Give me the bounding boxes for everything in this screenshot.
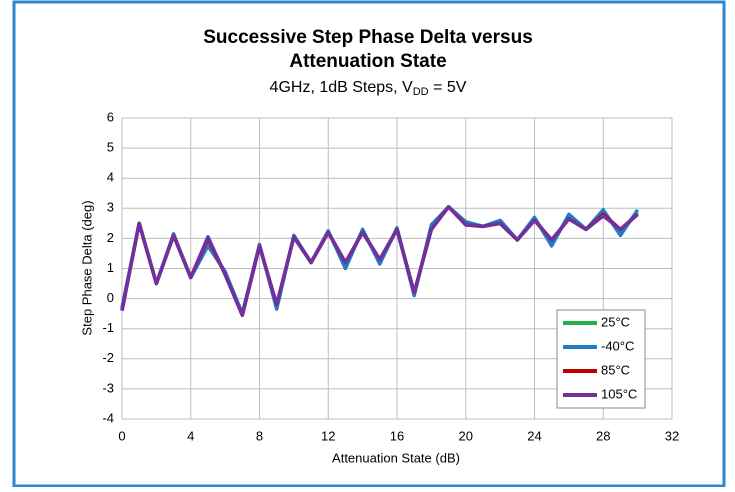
x-tick-label: 28: [596, 428, 610, 443]
legend-label: 85°C: [601, 362, 630, 377]
legend-label: 105°C: [601, 386, 637, 401]
y-tick-label: 6: [107, 109, 114, 124]
legend-label: -40°C: [601, 338, 634, 353]
series-line: [120, 205, 639, 317]
series-line: [120, 205, 640, 316]
x-tick-label: 24: [527, 428, 541, 443]
x-tick-label: 20: [459, 428, 473, 443]
y-tick-label: 4: [107, 170, 114, 185]
legend-box: [556, 309, 646, 409]
y-tick-label: -2: [102, 350, 114, 365]
y-tick-label: 3: [107, 200, 114, 215]
x-axis-label: Attenuation State (dB): [332, 450, 460, 465]
x-tick-label: 8: [256, 428, 263, 443]
subtitle-part: = 5V: [429, 79, 467, 96]
subtitle-part: 4GHz, 1dB Steps, V: [270, 79, 414, 96]
chart-title: Successive Step Phase Delta versus: [203, 27, 533, 48]
y-tick-label: -3: [102, 380, 114, 395]
y-axis-label: Step Phase Delta (deg): [79, 200, 94, 335]
x-tick-label: 0: [118, 428, 125, 443]
y-tick-label: 5: [107, 140, 114, 155]
subtitle-part: DD: [413, 86, 429, 98]
x-tick-label: 16: [390, 428, 404, 443]
chart-subtitle: 4GHz, 1dB Steps, VDD = 5V: [270, 79, 467, 98]
y-tick-label: -4: [102, 410, 114, 425]
x-tick-label: 4: [187, 428, 194, 443]
y-tick-label: 2: [107, 230, 114, 245]
y-tick-label: -1: [102, 320, 114, 335]
x-tick-label: 32: [665, 428, 679, 443]
chart-title: Attenuation State: [289, 51, 446, 72]
legend-label: 25°C: [601, 314, 630, 329]
y-tick-label: 0: [107, 290, 114, 305]
y-tick-label: 1: [107, 260, 114, 275]
x-tick-label: 12: [321, 428, 335, 443]
